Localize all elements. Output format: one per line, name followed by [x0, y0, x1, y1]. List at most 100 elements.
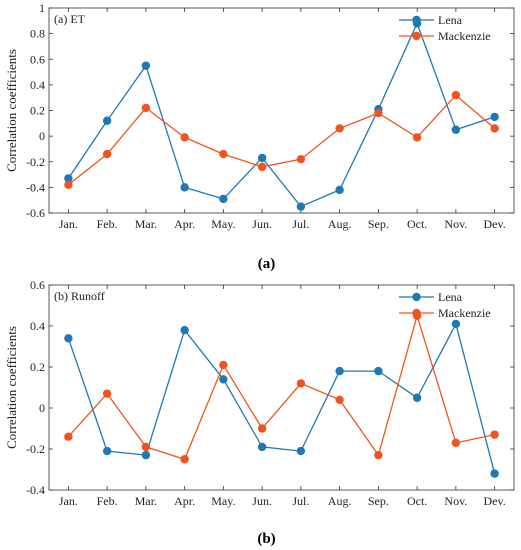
- data-point: [102, 446, 112, 456]
- x-tick-label: May.: [211, 217, 235, 231]
- series-line: [67, 322, 496, 474]
- data-point: [257, 424, 267, 433]
- data-point: [102, 149, 112, 159]
- series-line: [67, 21, 495, 208]
- y-axis-label: Correlation coefficients: [4, 326, 19, 449]
- legend: Lena Mackenzie: [399, 13, 491, 43]
- x-tick-label: Aug.: [328, 494, 352, 508]
- data-point: [335, 366, 344, 376]
- chart-panel-a: -0.6 -0.4 -0.2 0 0.2 0.4 0.6 0.8 1 Jan. Feb. Mar. Ap…: [4, 1, 515, 231]
- data-point: [219, 375, 228, 384]
- y-tick-label: 0.2: [30, 104, 45, 118]
- y-tick-label: -0.2: [26, 155, 45, 169]
- y-tick-label: 0: [39, 129, 45, 143]
- x-tick-label: Jan.: [59, 494, 78, 508]
- legend-marker: [412, 292, 421, 302]
- x-tick-label: Mar.: [135, 217, 157, 231]
- legend-label: Mackenzie: [438, 306, 491, 320]
- data-point: [219, 360, 228, 370]
- legend-label: Lena: [438, 290, 463, 304]
- x-tick-label: Aug.: [328, 217, 352, 231]
- y-tick-label: 0.4: [30, 78, 45, 92]
- y-tick-label: 0.6: [30, 278, 45, 292]
- data-point: [219, 149, 228, 159]
- data-point: [296, 379, 306, 388]
- data-point: [374, 108, 383, 118]
- data-point: [64, 432, 73, 441]
- y-tick-label: -0.6: [26, 206, 45, 220]
- data-point: [296, 202, 306, 211]
- x-tick-label: Feb.: [97, 217, 118, 231]
- data-point: [180, 183, 189, 192]
- figure-caption: (a): [258, 256, 276, 272]
- data-point: [451, 90, 461, 100]
- y-tick-label: -0.2: [26, 442, 45, 456]
- data-point: [64, 174, 73, 183]
- data-point: [451, 319, 461, 329]
- series-mackenzie: [64, 311, 499, 464]
- data-point: [102, 116, 112, 125]
- data-point: [490, 469, 499, 478]
- data-point: [64, 180, 73, 190]
- x-tick-label: Apr.: [174, 494, 195, 508]
- y-tick-label: 0: [39, 401, 45, 415]
- x-tick-label: May.: [211, 494, 235, 508]
- data-point: [141, 442, 151, 452]
- legend-label: Lena: [438, 13, 463, 27]
- panel-title: (a) ET: [54, 12, 86, 26]
- chart-panel-b: -0.4 -0.2 0 0.2 0.4 0.6 Jan. Feb. Mar. Apr. May. Ju…: [4, 278, 515, 508]
- series-line: [67, 313, 495, 461]
- x-tick-label: Jan.: [59, 217, 78, 231]
- data-point: [102, 389, 112, 398]
- x-tick-label: Dev.: [484, 494, 506, 508]
- y-tick-label: 0.4: [30, 319, 45, 333]
- series-line: [67, 94, 496, 186]
- y-tick-label: 0.2: [30, 360, 45, 374]
- x-tick-label: Apr.: [174, 217, 195, 231]
- figure-caption: (b): [257, 531, 275, 547]
- series-mackenzie: [64, 90, 499, 190]
- legend-label: Mackenzie: [438, 29, 491, 43]
- data-point: [257, 162, 267, 172]
- data-point: [296, 446, 306, 456]
- x-tick-label: Mar.: [135, 494, 157, 508]
- data-point: [141, 450, 151, 460]
- y-axis-label: Correlation coefficients: [4, 49, 19, 172]
- x-tick-label: Jul.: [292, 217, 309, 231]
- panel-title: (b) Runoff: [54, 289, 105, 303]
- x-tick-label: Sep.: [368, 494, 389, 508]
- x-tick-label: Jun.: [252, 494, 272, 508]
- data-point: [451, 125, 461, 134]
- data-point: [257, 153, 267, 163]
- data-point: [374, 366, 383, 376]
- data-point: [451, 438, 461, 448]
- x-tick-label: Oct.: [407, 217, 427, 231]
- data-point: [490, 112, 499, 122]
- y-tick-label: 0.6: [30, 52, 45, 66]
- data-point: [180, 455, 189, 464]
- y-tick-label: -0.4: [26, 180, 45, 194]
- x-tick-label: Sep.: [368, 217, 389, 231]
- y-tick-label: 1: [39, 1, 45, 15]
- legend: Lena Mackenzie: [399, 290, 491, 320]
- x-tick-label: Dev.: [484, 217, 506, 231]
- x-tick-label: Jun.: [252, 217, 272, 231]
- x-tick-label: Jul.: [292, 494, 309, 508]
- series-lena: [64, 319, 499, 478]
- data-point: [257, 442, 267, 452]
- x-tick-label: Oct.: [407, 494, 427, 508]
- data-point: [335, 395, 344, 404]
- y-tick-label: -0.4: [26, 483, 45, 497]
- x-tick-label: Nov.: [444, 494, 467, 508]
- x-tick-label: Feb.: [97, 494, 118, 508]
- data-point: [180, 325, 189, 335]
- data-point: [296, 154, 306, 164]
- legend-marker: [412, 31, 421, 41]
- data-point: [412, 133, 422, 142]
- data-point: [335, 124, 344, 133]
- data-point: [490, 430, 499, 439]
- data-point: [412, 393, 422, 402]
- data-point: [335, 185, 344, 195]
- data-point: [490, 124, 499, 133]
